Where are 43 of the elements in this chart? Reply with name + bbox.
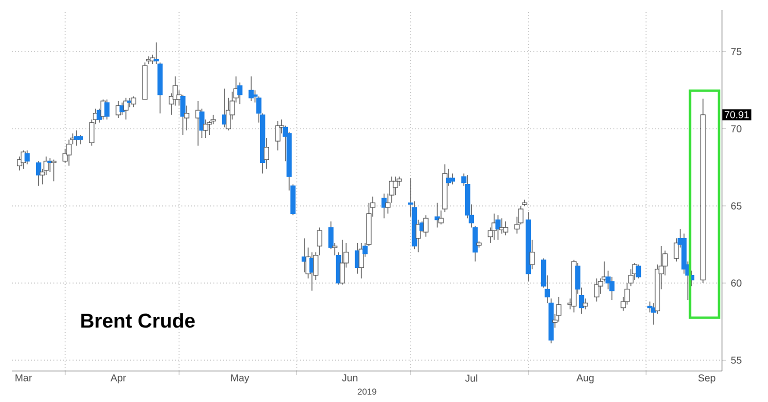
y-tick-label: 75 — [731, 48, 742, 56]
candlestick — [180, 94, 186, 136]
x-tick-label: Jul — [465, 374, 478, 382]
candlestick — [104, 99, 110, 120]
x-tick-label: Sep — [698, 374, 716, 384]
candlestick — [340, 239, 345, 285]
candlestick — [495, 214, 501, 240]
x-tick-label: Mar — [16, 374, 32, 382]
y-tick-label: 55 — [731, 356, 742, 364]
x-tick-label: Apr — [110, 374, 126, 384]
candlestick — [275, 120, 280, 151]
candlestick — [51, 159, 56, 182]
candlestick — [332, 242, 338, 256]
candlestick — [130, 96, 136, 108]
x-tick-label: Aug — [576, 374, 594, 384]
x-axis-title: 2019 — [358, 388, 376, 395]
candlestick — [416, 219, 421, 253]
candlestick — [423, 214, 428, 238]
x-tick-label: Jun — [342, 374, 358, 382]
candlestick — [594, 278, 600, 302]
candlestick — [203, 119, 208, 138]
candlestick — [127, 98, 132, 108]
x-tick-label: May — [231, 374, 250, 384]
candlestick — [582, 298, 588, 310]
candlestick — [636, 264, 642, 279]
candlestick — [123, 98, 129, 120]
candlestick — [502, 220, 508, 236]
candlestick — [392, 176, 398, 196]
candlestick — [66, 139, 72, 166]
candlestick — [450, 173, 456, 185]
candlestick — [358, 242, 364, 279]
candlestick — [522, 199, 528, 206]
text: 70.91 — [724, 111, 749, 118]
candlestick — [530, 239, 535, 270]
candlestick — [36, 160, 42, 186]
text: Brent Crude — [81, 313, 195, 328]
y-tick-label: 60 — [731, 280, 742, 287]
candlestick — [264, 138, 269, 170]
y-tick-label: 70 — [731, 125, 742, 132]
candlestick — [78, 134, 83, 145]
candlestick — [248, 76, 254, 102]
y-tick-label: 65 — [731, 202, 742, 210]
candlestick — [24, 150, 30, 165]
